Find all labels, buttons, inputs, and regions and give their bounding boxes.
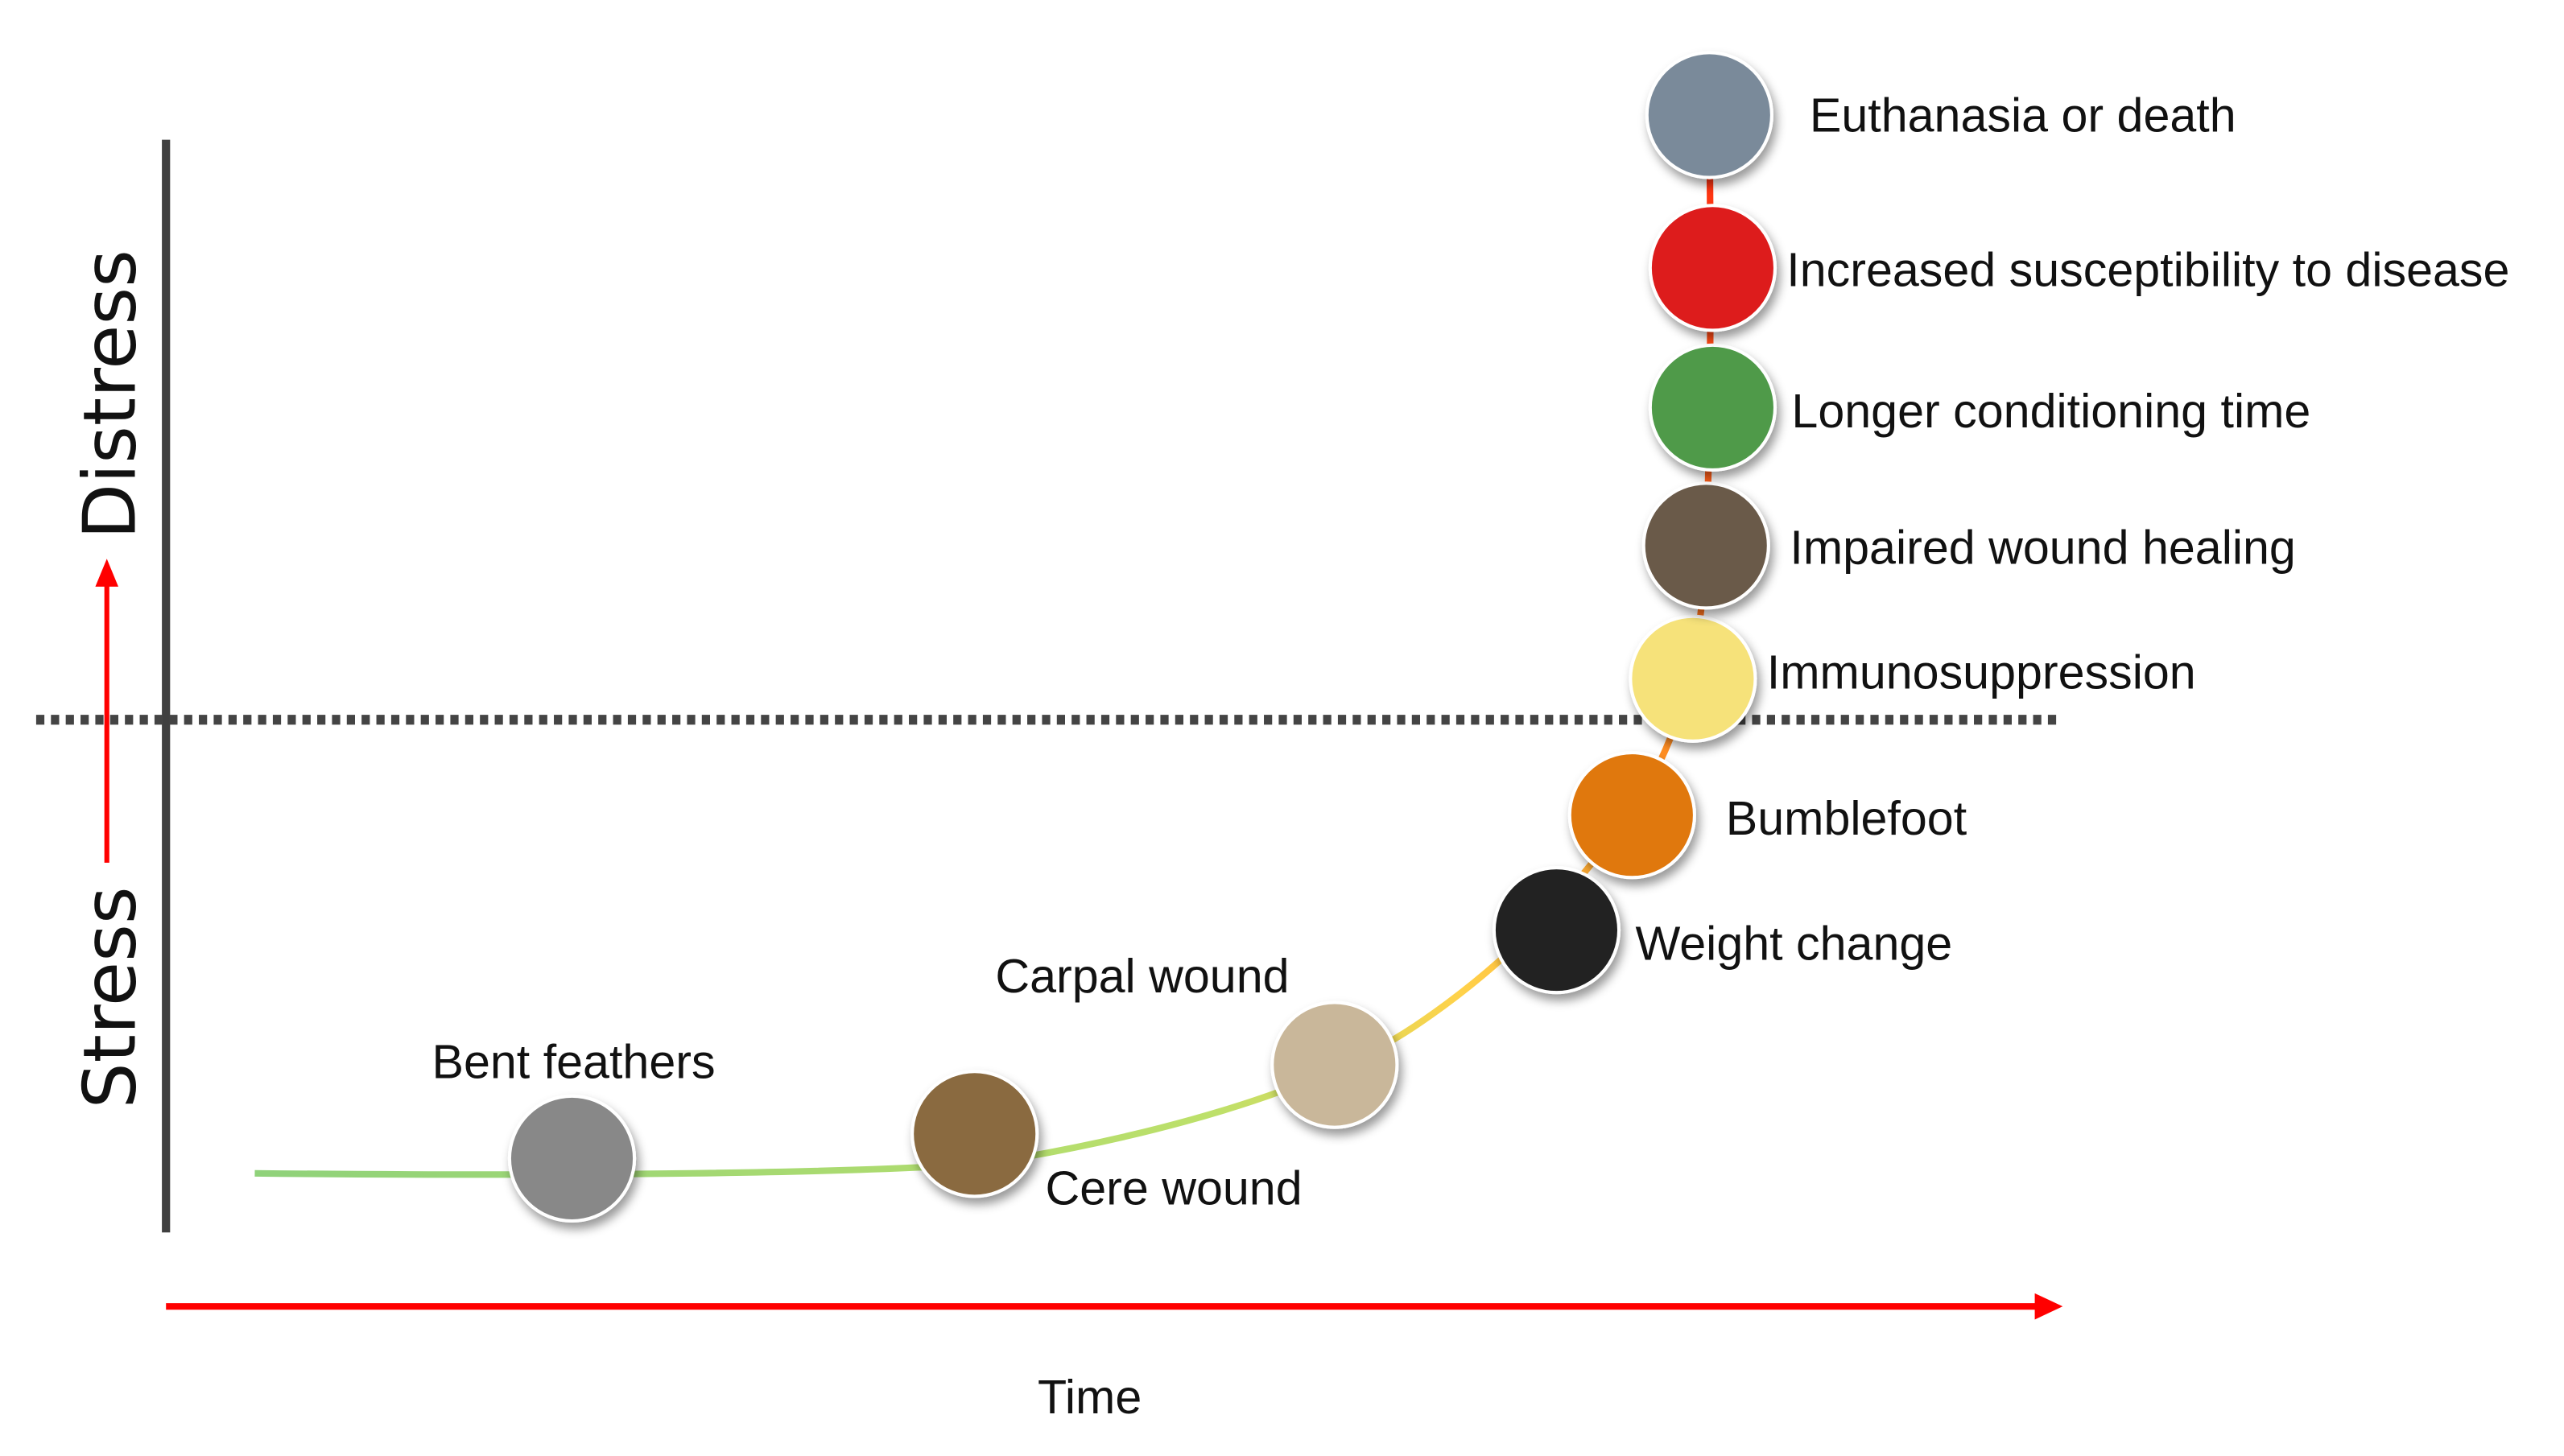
- event-label: Longer conditioning time: [1791, 384, 2310, 438]
- event-photo: [910, 1070, 1039, 1198]
- event-marker: Bumblefoot: [1567, 751, 1967, 880]
- event-marker: Immunosuppression: [1629, 614, 2196, 743]
- stress-direction-arrow: [95, 559, 118, 863]
- event-label: Carpal wound: [995, 949, 1289, 1003]
- event-photo: [1641, 481, 1770, 610]
- event-photo: [1629, 614, 1757, 743]
- event-marker: Increased susceptibility to disease: [1648, 204, 2509, 332]
- event-marker: Impaired wound healing: [1641, 481, 2296, 610]
- event-photo: [1567, 751, 1696, 880]
- y-label-stress: Stress: [68, 886, 152, 1108]
- event-label: Bent feathers: [432, 1034, 716, 1088]
- event-label: Impaired wound healing: [1790, 520, 2295, 574]
- event-marker: Carpal wound: [995, 949, 1399, 1129]
- event-photo: [507, 1094, 637, 1223]
- event-label: Cere wound: [1045, 1161, 1302, 1215]
- event-photo: [1648, 343, 1777, 472]
- event-marker: Bent feathers: [432, 1034, 716, 1223]
- event-photo: [1492, 866, 1621, 995]
- y-label-distress: Distress: [68, 250, 152, 539]
- event-photo: [1648, 204, 1777, 332]
- event-label: Increased susceptibility to disease: [1786, 242, 2509, 296]
- event-marker: Weight change: [1492, 866, 1952, 995]
- event-marker: Euthanasia or death: [1645, 51, 2236, 179]
- event-label: Immunosuppression: [1767, 646, 2196, 699]
- event-label: Weight change: [1635, 916, 1952, 970]
- event-photo: [1270, 1000, 1399, 1129]
- event-label: Euthanasia or death: [1810, 88, 2236, 142]
- time-arrow: [166, 1293, 2063, 1320]
- event-label: Bumblefoot: [1726, 791, 1967, 845]
- event-marker: Longer conditioning time: [1648, 343, 2310, 472]
- stress-curve: [254, 114, 1714, 1178]
- event-photo: [1645, 51, 1773, 179]
- event-marker: Cere wound: [910, 1070, 1303, 1215]
- x-label-time: Time: [1038, 1370, 1142, 1424]
